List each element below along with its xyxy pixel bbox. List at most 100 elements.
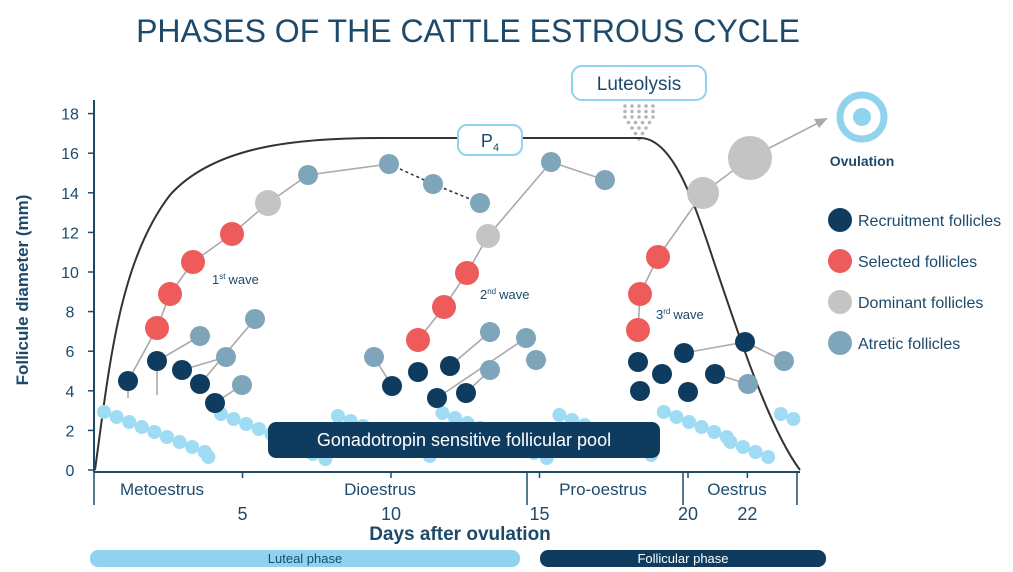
pool-follicle xyxy=(552,408,567,422)
arrow-dot xyxy=(640,120,645,125)
follicle xyxy=(232,375,252,395)
follicles xyxy=(118,136,794,413)
follicle-link xyxy=(683,341,746,354)
hormone-box xyxy=(457,124,523,156)
x-tick-label: 20 xyxy=(678,504,698,524)
follicle xyxy=(172,360,192,380)
arrow-dot xyxy=(637,109,641,114)
y-tick-label: 14 xyxy=(61,186,79,203)
pool-follicle xyxy=(694,420,709,434)
arrow-dot xyxy=(630,126,634,130)
pool-follicle xyxy=(736,440,750,454)
y-tick-label: 12 xyxy=(61,225,79,242)
follicle xyxy=(423,174,443,194)
arrow-dot xyxy=(644,115,648,119)
wave-suffix: rd xyxy=(663,307,670,316)
follicle xyxy=(595,170,615,190)
arrow-dot xyxy=(633,131,638,136)
follicle xyxy=(480,322,500,342)
x-tick-label: 5 xyxy=(237,504,247,524)
y-tick-label: 4 xyxy=(66,384,75,401)
follicle xyxy=(255,190,281,216)
follicle xyxy=(147,351,167,371)
pool-follicle xyxy=(134,420,149,434)
progesterone-curve xyxy=(94,137,801,471)
follicle xyxy=(738,374,758,394)
pool-follicle xyxy=(201,450,216,464)
y-tick-label: 2 xyxy=(66,423,75,440)
arrow-dot xyxy=(630,115,634,119)
follicle xyxy=(205,393,225,413)
wave-word: wave xyxy=(498,287,529,302)
stage-label: Pro-oestrus xyxy=(559,480,647,499)
legend-label: Selected follicles xyxy=(858,254,977,271)
pool-follicle xyxy=(707,425,722,439)
follicle xyxy=(526,350,546,370)
wave-word: wave xyxy=(672,307,703,322)
event-label: Luteolysis xyxy=(597,74,682,95)
luteal-phase-bar xyxy=(90,550,520,567)
hormone-label: P4 xyxy=(481,131,499,154)
wave-label: 1st wave xyxy=(212,272,259,287)
follicle xyxy=(216,347,236,367)
pool-label: Gonadotropin sensitive follicular pool xyxy=(317,430,611,450)
wave-suffix: nd xyxy=(487,287,496,296)
y-tick-label: 16 xyxy=(61,146,79,163)
pool-follicle xyxy=(682,415,696,429)
pool-follicle xyxy=(160,430,174,444)
x-axis-label: Days after ovulation xyxy=(369,524,551,545)
legend-label: Dominant follicles xyxy=(858,295,983,312)
arrow-dot xyxy=(651,109,655,114)
follicle xyxy=(379,154,399,174)
arrow-dot xyxy=(623,109,627,114)
pool-follicle xyxy=(669,410,684,424)
arrow-dot xyxy=(637,126,641,130)
arrow-dot xyxy=(633,120,638,125)
legend-label: Atretic follicles xyxy=(858,336,960,353)
wave-label: 3rd wave xyxy=(656,307,704,322)
follicle xyxy=(628,352,648,372)
pool-follicle xyxy=(251,422,266,436)
legend-label: Recruitment follicles xyxy=(858,213,1001,230)
arrow-dot xyxy=(644,126,648,130)
follicle xyxy=(364,347,384,367)
pool-follicle xyxy=(109,410,124,424)
arrow-dot xyxy=(626,120,631,125)
wave-number: 3 xyxy=(656,307,663,322)
ovulation-icon-core xyxy=(853,108,871,126)
wave-label: 2nd wave xyxy=(480,287,530,302)
phase-label: Luteal phase xyxy=(268,551,342,566)
follicle xyxy=(678,382,698,402)
pool-follicle xyxy=(331,409,345,423)
follicle xyxy=(705,364,725,384)
follicle xyxy=(427,388,447,408)
event-box xyxy=(571,65,707,101)
follicle xyxy=(674,343,694,363)
y-tick-label: 18 xyxy=(61,107,79,124)
follicle xyxy=(455,261,479,285)
ovulation-label: Ovulation xyxy=(830,153,895,169)
arrow-dot xyxy=(647,120,652,125)
arrow-dot xyxy=(630,109,634,114)
phase-label: Follicular phase xyxy=(637,551,728,566)
follicle xyxy=(652,364,672,384)
pool-follicle xyxy=(786,412,801,426)
follicle xyxy=(646,245,670,269)
legend-swatch xyxy=(828,249,852,273)
x-tick-label: 10 xyxy=(381,504,401,524)
wave-number: 2 xyxy=(480,287,487,302)
follicle xyxy=(245,309,265,329)
ovulation-arrowhead xyxy=(814,118,828,128)
hormone-subscript: 4 xyxy=(493,142,499,154)
y-tick-label: 8 xyxy=(66,305,75,322)
pool-follicle xyxy=(185,440,200,454)
stage-label: Oestrus xyxy=(707,480,767,499)
follicle xyxy=(382,376,402,396)
legend-swatch xyxy=(828,331,852,355)
follicle xyxy=(408,362,428,382)
pool-follicle xyxy=(239,417,254,431)
follicle xyxy=(470,193,490,213)
wave-word: wave xyxy=(227,272,258,287)
follicle xyxy=(158,282,182,306)
follicular-phase-bar xyxy=(540,550,826,567)
